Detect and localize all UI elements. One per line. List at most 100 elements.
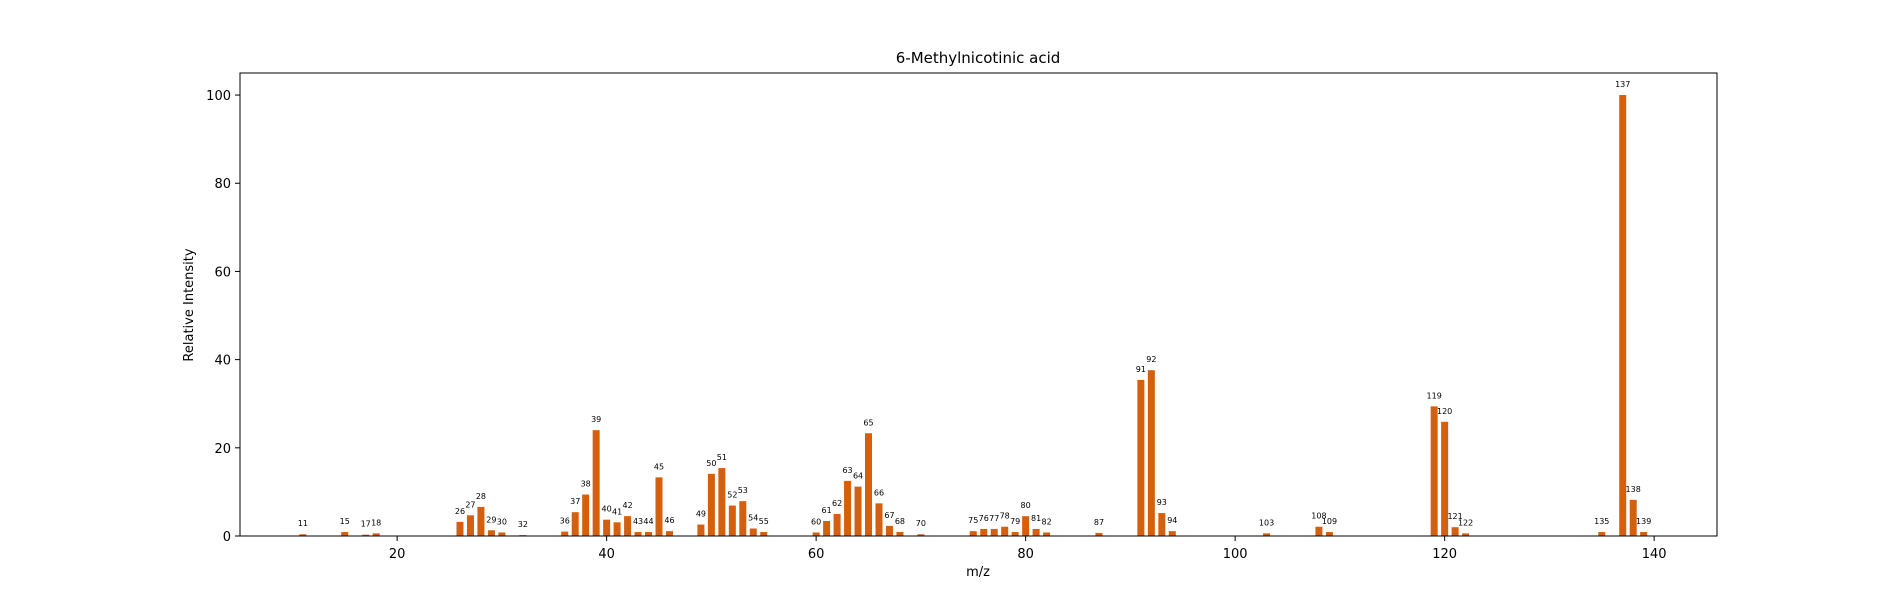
x-axis-label: m/z [966,565,990,580]
bar-label-mz-75: 75 [968,516,978,525]
y-tick-label: 20 [214,442,231,457]
bar-label-mz-53: 53 [738,486,748,495]
x-axis-ticks: 20 40 60 80 100 120 140 [389,536,1667,562]
y-tick-label: 100 [206,89,231,104]
bar-label-mz-135: 135 [1594,517,1609,526]
bar-label-mz-93: 93 [1157,498,1167,507]
bar-label-mz-138: 138 [1626,485,1641,494]
bar-label-mz-137: 137 [1615,80,1630,89]
bar-label-mz-67: 67 [884,511,894,520]
bar-mz-40 [603,519,611,536]
bar-label-mz-61: 61 [822,506,832,515]
x-tick-label: 140 [1642,547,1667,562]
bar-label-mz-15: 15 [340,517,350,526]
bar-label-mz-81: 81 [1031,514,1041,523]
bar-mz-54 [749,528,757,536]
bar-label-mz-37: 37 [570,497,580,506]
bar-label-mz-62: 62 [832,499,842,508]
bar-label-mz-38: 38 [581,480,591,489]
bar-mz-108 [1315,526,1323,536]
bar-label-mz-43: 43 [633,517,643,526]
bar-mz-64 [854,486,862,536]
bar-mz-119 [1430,406,1438,536]
bar-mz-122 [1462,533,1470,536]
bar-mz-41 [613,522,621,536]
bar-mz-27 [466,515,474,536]
bar-mz-65 [865,433,873,536]
x-tick-label: 60 [808,547,825,562]
bar-label-mz-119: 119 [1427,391,1442,400]
bar-label-mz-68: 68 [895,517,905,526]
y-axis-label: Relative Intensity [182,248,197,361]
bar-mz-43 [634,532,642,536]
bar-label-mz-28: 28 [476,492,486,501]
x-tick-label: 80 [1017,547,1034,562]
bar-mz-50 [707,473,715,536]
x-tick-label: 120 [1432,547,1457,562]
chart-title: 6-Methylnicotinic acid [896,49,1061,67]
bar-mz-138 [1629,499,1637,536]
bar-label-mz-36: 36 [560,517,570,526]
bar-mz-93 [1158,513,1166,536]
bar-mz-38 [582,494,590,536]
bar-mz-67 [885,525,893,536]
bar-label-mz-65: 65 [863,418,873,427]
bar-label-mz-66: 66 [874,488,884,497]
bar-mz-37 [571,512,579,536]
bar-label-mz-54: 54 [748,514,758,523]
bar-label-mz-42: 42 [622,501,632,510]
bar-label-mz-45: 45 [654,462,664,471]
bar-label-mz-92: 92 [1146,355,1156,364]
bar-label-mz-108: 108 [1311,512,1326,521]
bar-label-mz-55: 55 [759,517,769,526]
bar-label-mz-139: 139 [1636,517,1651,526]
y-tick-label: 0 [223,530,231,545]
bar-mz-46 [665,531,673,536]
bar-label-mz-63: 63 [842,466,852,475]
bar-label-mz-52: 52 [727,491,737,500]
bar-label-mz-76: 76 [979,514,989,523]
bar-mz-91 [1137,379,1145,536]
bar-mz-55 [760,532,768,536]
plot-frame [239,72,1718,537]
bar-label-mz-82: 82 [1041,517,1051,526]
bar-mz-78 [1001,526,1009,536]
bar-mz-60 [812,532,820,536]
bar-mz-51 [718,468,726,536]
x-tick-label: 100 [1223,547,1248,562]
bar-label-mz-80: 80 [1021,501,1031,510]
bar-label-mz-29: 29 [486,515,496,524]
bar-mz-61 [823,521,831,536]
bar-label-mz-27: 27 [465,500,475,509]
bar-mz-63 [844,480,852,536]
bar-label-mz-41: 41 [612,507,622,516]
bar-mz-52 [728,505,736,536]
bar-mz-135 [1598,532,1606,536]
bar-label-mz-64: 64 [853,472,863,481]
bar-label-mz-40: 40 [602,505,612,514]
bar-mz-68 [896,532,904,536]
bar-label-mz-87: 87 [1094,518,1104,527]
bar-label-mz-50: 50 [706,459,716,468]
bar-label-mz-11: 11 [298,519,308,528]
bar-mz-109 [1325,532,1333,536]
bar-mz-39 [592,430,600,536]
bar-mz-70 [917,534,925,536]
bar-label-mz-46: 46 [664,516,674,525]
bar-label-mz-32: 32 [518,520,528,529]
bar-label-mz-79: 79 [1010,517,1020,526]
bar-mz-44 [645,532,653,536]
bar-mz-45 [655,477,663,536]
bar-mz-28 [477,506,485,536]
bar-mz-15 [341,532,349,536]
bar-label-mz-70: 70 [916,519,926,528]
bar-mz-139 [1640,532,1648,536]
bar-mz-26 [456,521,464,536]
bar-mz-87 [1095,532,1103,536]
bar-label-mz-60: 60 [811,517,821,526]
bar-label-mz-109: 109 [1322,517,1337,526]
y-tick-label: 40 [214,354,231,369]
bar-mz-94 [1168,531,1176,536]
